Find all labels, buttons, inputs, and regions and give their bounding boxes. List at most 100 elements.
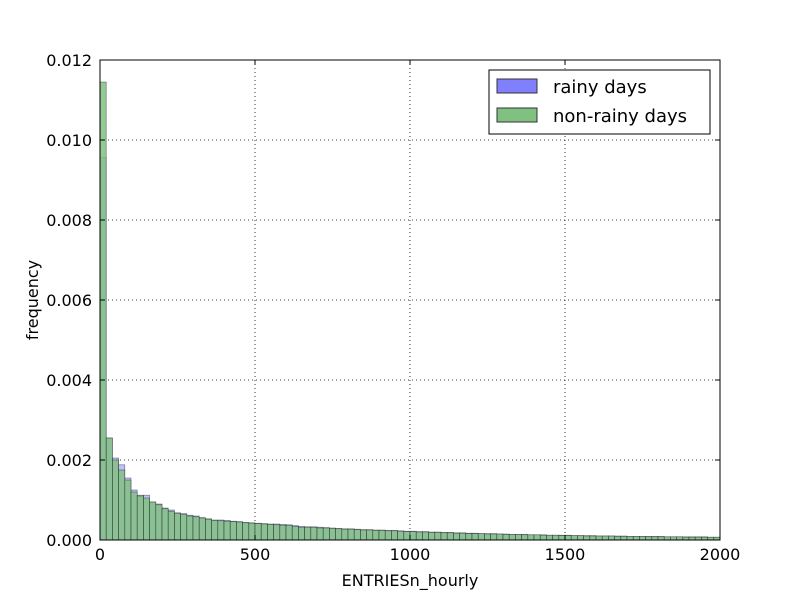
- bar-non-rainy-days: [366, 529, 374, 541]
- bar-non-rainy-days: [180, 514, 188, 541]
- y-tick-label: 0.004: [46, 371, 92, 390]
- bar-non-rainy-days: [223, 520, 231, 541]
- bar-non-rainy-days: [347, 528, 355, 541]
- bar-non-rainy-days: [273, 524, 281, 541]
- y-tick-label: 0.002: [46, 451, 92, 470]
- bar-non-rainy-days: [112, 459, 119, 541]
- bar-non-rainy-days: [471, 533, 479, 541]
- bar-non-rainy-days: [378, 530, 386, 541]
- bar-non-rainy-days: [502, 534, 510, 541]
- bar-non-rainy-days: [267, 524, 274, 541]
- y-tick-label: 0.008: [46, 211, 92, 230]
- legend-label-rainy: rainy days: [553, 77, 647, 98]
- bar-non-rainy-days: [632, 536, 640, 541]
- x-tick-label: 1000: [390, 545, 431, 564]
- bar-non-rainy-days: [136, 495, 144, 541]
- bar-non-rainy-days: [353, 529, 361, 541]
- bar-non-rainy-days: [570, 535, 578, 541]
- bar-non-rainy-days: [124, 479, 132, 541]
- bar-non-rainy-days: [595, 535, 603, 541]
- bar-non-rainy-days: [167, 510, 175, 541]
- bar-non-rainy-days: [236, 521, 243, 541]
- x-axis-label: ENTRIESn_hourly: [342, 571, 479, 591]
- bar-non-rainy-days: [298, 526, 305, 541]
- bar-non-rainy-days: [384, 530, 392, 541]
- bar-non-rainy-days: [490, 533, 498, 541]
- y-tick-label: 0.000: [46, 531, 92, 550]
- bar-non-rainy-days: [229, 521, 237, 541]
- bar-non-rainy-days: [360, 529, 367, 541]
- bar-non-rainy-days: [105, 437, 113, 541]
- bar-non-rainy-days: [335, 528, 343, 541]
- bar-non-rainy-days: [285, 525, 293, 541]
- x-tick-label: 2000: [700, 545, 741, 564]
- bar-non-rainy-days: [614, 536, 622, 541]
- y-axis-label: frequency: [23, 260, 42, 340]
- bar-non-rainy-days: [304, 526, 312, 541]
- plot-area: 0 500 1000 1500 2000 0.000 0.002 0.004 0.006 0.00…: [46, 51, 740, 564]
- bar-non-rainy-days: [279, 524, 287, 541]
- y-tick-label: 0.006: [46, 291, 92, 310]
- bar-non-rainy-days: [639, 536, 646, 541]
- y-tick-label: 0.012: [46, 51, 92, 70]
- bar-non-rainy-days: [620, 536, 628, 541]
- legend: rainy days non-rainy days: [488, 69, 711, 135]
- bar-non-rainy-days: [329, 528, 336, 541]
- y-tick-label: 0.010: [46, 131, 92, 150]
- bar-non-rainy-days: [391, 530, 398, 541]
- bar-non-rainy-days: [508, 534, 516, 541]
- bar-non-rainy-days: [205, 518, 212, 541]
- bar-non-rainy-days: [161, 508, 169, 541]
- bar-non-rainy-days: [192, 516, 200, 541]
- bar-non-rainy-days: [577, 535, 584, 541]
- bar-non-rainy-days: [198, 517, 206, 541]
- bar-non-rainy-days: [149, 501, 157, 541]
- bar-non-rainy-days: [254, 523, 262, 541]
- bar-non-rainy-days: [130, 491, 138, 541]
- bar-non-rainy-days: [186, 515, 194, 541]
- bar-non-rainy-days: [372, 530, 380, 541]
- bar-non-rainy-days: [440, 532, 448, 541]
- bar-non-rainy-days: [291, 526, 299, 541]
- bar-non-rainy-days: [316, 527, 324, 541]
- legend-swatch-rainy: [496, 78, 538, 94]
- bar-non-rainy-days: [99, 81, 107, 541]
- bar-non-rainy-days: [601, 535, 609, 541]
- bar-non-rainy-days: [248, 522, 256, 541]
- bar-non-rainy-days: [409, 531, 417, 541]
- bar-non-rainy-days: [608, 535, 615, 541]
- bar-non-rainy-days: [341, 528, 349, 541]
- bar-non-rainy-days: [564, 535, 572, 541]
- bar-non-rainy-days: [533, 534, 541, 541]
- bar-non-rainy-days: [589, 535, 597, 541]
- bar-non-rainy-days: [477, 533, 485, 541]
- bar-non-rainy-days: [118, 469, 126, 541]
- bar-non-rainy-days: [558, 535, 566, 541]
- bar-non-rainy-days: [174, 513, 181, 541]
- bar-non-rainy-days: [155, 504, 163, 541]
- bar-non-rainy-days: [453, 532, 460, 541]
- axis-ticks: 0 500 1000 1500 2000 0.000 0.002 0.004 0.006 0.00…: [46, 51, 740, 564]
- bar-non-rainy-days: [539, 534, 547, 541]
- x-tick-label: 0: [95, 545, 105, 564]
- bar-non-rainy-days: [496, 533, 504, 541]
- bar-non-rainy-days: [211, 520, 219, 541]
- legend-swatch-non-rainy: [496, 107, 538, 123]
- bar-non-rainy-days: [583, 535, 591, 541]
- grid-lines: [100, 60, 720, 540]
- bar-non-rainy-days: [527, 534, 535, 541]
- bar-non-rainy-days: [465, 533, 473, 541]
- x-tick-label: 500: [240, 545, 271, 564]
- bar-non-rainy-days: [143, 497, 150, 541]
- bar-non-rainy-days: [546, 534, 553, 541]
- bar-non-rainy-days: [459, 532, 467, 541]
- bar-non-rainy-days: [428, 532, 436, 541]
- bar-non-rainy-days: [552, 534, 560, 541]
- legend-box: [488, 69, 711, 135]
- bar-non-rainy-days: [521, 534, 529, 541]
- bar-non-rainy-days: [484, 533, 491, 541]
- bar-non-rainy-days: [310, 527, 318, 541]
- bar-non-rainy-days: [446, 532, 454, 541]
- bar-non-rainy-days: [322, 527, 330, 541]
- bar-non-rainy-days: [415, 531, 423, 541]
